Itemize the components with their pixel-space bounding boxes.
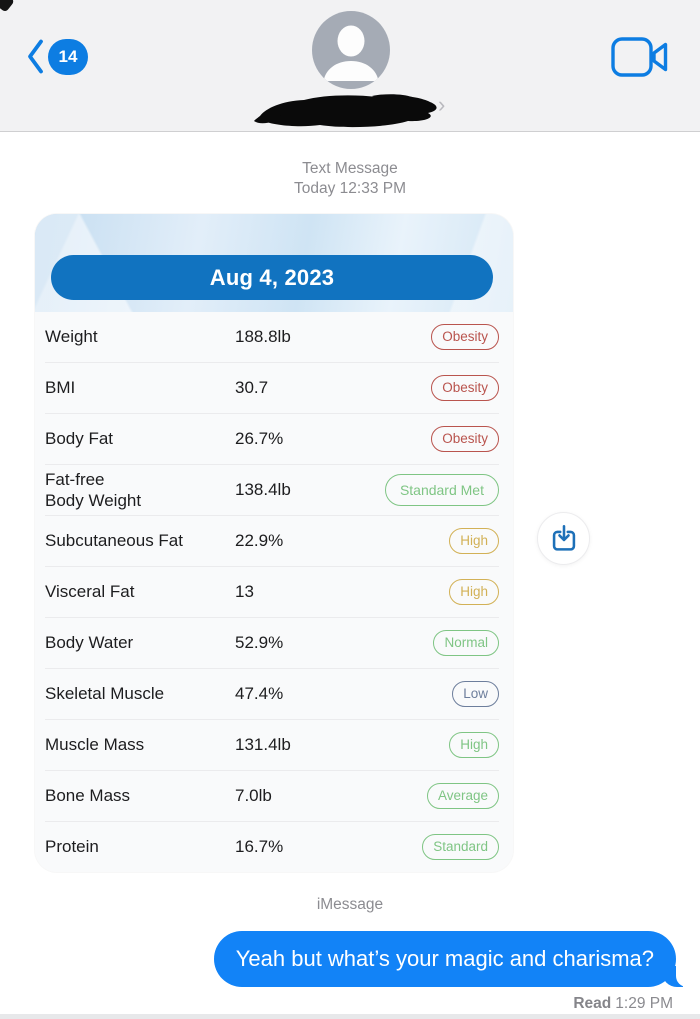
metric-value: 47.4%: [235, 684, 284, 703]
metric-value: 131.4lb: [235, 735, 291, 754]
report-row: Body Fat 26.7% Obesity: [45, 413, 499, 464]
navigation-bar: 14 ›: [0, 0, 700, 132]
report-date-pill: Aug 4, 2023: [51, 255, 493, 300]
metric-value: 22.9%: [235, 531, 284, 550]
metric-value: 52.9%: [235, 633, 284, 652]
receipt-time: 1:29 PM: [615, 995, 673, 1012]
message-text: Yeah but what’s your magic and charisma?: [235, 946, 654, 971]
contact-avatar[interactable]: [312, 11, 390, 89]
conversation-timestamp: Text Message Today 12:33 PM: [0, 159, 700, 199]
timestamp-service: Text Message: [302, 160, 398, 177]
metric-label: Subcutaneous Fat: [45, 531, 183, 551]
metric-label: Body Fat: [45, 429, 114, 449]
report-row: Weight 188.8lb Obesity: [45, 312, 499, 362]
metric-status-badge: High: [449, 579, 499, 605]
report-row: Body Water 52.9% Normal: [45, 617, 499, 668]
metric-value: 13: [235, 582, 254, 601]
contact-name-row[interactable]: ›: [0, 90, 700, 130]
video-call-button[interactable]: [611, 36, 669, 81]
timestamp-datetime: Today 12:33 PM: [293, 180, 406, 197]
report-row: BMI 30.7 Obesity: [45, 362, 499, 413]
video-camera-icon: [611, 37, 668, 77]
report-header-image: Aug 4, 2023: [35, 214, 513, 312]
metric-label: Protein: [45, 837, 99, 857]
metric-value: 138.4lb: [235, 480, 291, 499]
metric-value: 7.0lb: [235, 786, 272, 805]
download-icon: [552, 524, 575, 551]
metric-label: Muscle Mass: [45, 735, 145, 755]
metric-value: 30.7: [235, 378, 269, 397]
metric-label: Skeletal Muscle: [45, 684, 165, 704]
receipt-status: Read: [573, 995, 612, 1012]
report-row: Muscle Mass 131.4lb High: [45, 719, 499, 770]
report-row: Protein 16.7% Standard: [45, 821, 499, 872]
metric-status-badge: Standard: [422, 834, 499, 860]
outgoing-message-bubble[interactable]: Yeah but what’s your magic and charisma?: [213, 931, 700, 987]
back-chevron-icon: [28, 39, 43, 74]
report-row: Skeletal Muscle 47.4% Low: [45, 668, 499, 719]
read-receipt: Read 1:29 PM: [573, 995, 673, 1013]
unread-count-badge: 14: [48, 38, 88, 75]
metric-label: BMI: [45, 378, 76, 398]
metric-label: Bone Mass: [45, 786, 131, 806]
metric-value: 188.8lb: [235, 327, 291, 346]
report-row: Bone Mass 7.0lb Average: [45, 770, 499, 821]
report-row: Visceral Fat 13 High: [45, 566, 499, 617]
metric-label: Fat-free Body Weight: [45, 469, 142, 510]
metric-label: Weight: [45, 327, 98, 347]
corner-smudge: [0, 0, 15, 13]
metric-value: 16.7%: [235, 837, 284, 856]
health-report-attachment[interactable]: Aug 4, 2023 Weight 188.8lb Obesity BMI 30.7 O…: [35, 214, 513, 872]
contact-chevron-icon: ›: [438, 92, 446, 117]
redacted-contact-name: [254, 94, 437, 128]
input-bar-edge: [0, 1014, 700, 1019]
report-row: Fat-free Body Weight 138.4lb Standard Met: [45, 464, 499, 515]
back-button[interactable]: 14: [26, 38, 88, 75]
report-rows: Weight 188.8lb Obesity BMI 30.7 Obesity Body F…: [35, 312, 513, 872]
metric-label: Body Water: [45, 633, 134, 653]
metric-value: 26.7%: [235, 429, 284, 448]
metric-label: Visceral Fat: [45, 582, 135, 602]
person-silhouette-icon: [312, 11, 390, 89]
metric-status-badge: Obesity: [431, 375, 499, 401]
metric-status-badge: High: [449, 528, 499, 554]
metric-status-badge: High: [449, 732, 499, 758]
metric-status-badge: Low: [452, 681, 499, 707]
metric-status-badge: Obesity: [431, 324, 499, 350]
metric-status-badge: Normal: [433, 630, 499, 656]
metric-status-badge: Standard Met: [384, 473, 499, 507]
report-row: Subcutaneous Fat 22.9% High: [45, 515, 499, 566]
download-button[interactable]: [537, 512, 590, 565]
imessage-label: iMessage: [316, 896, 384, 913]
metric-status-badge: Obesity: [431, 426, 499, 452]
metric-status-badge: Average: [426, 783, 499, 809]
